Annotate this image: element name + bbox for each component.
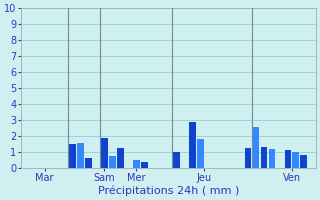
Bar — [284, 150, 291, 168]
Bar — [244, 148, 252, 168]
Bar — [173, 152, 180, 168]
X-axis label: Précipitations 24h ( mm ): Précipitations 24h ( mm ) — [98, 185, 239, 196]
Bar — [300, 155, 307, 168]
Bar — [85, 158, 92, 168]
Bar — [109, 156, 116, 168]
Bar — [292, 152, 299, 168]
Bar — [141, 162, 148, 168]
Bar — [69, 144, 76, 168]
Bar — [77, 143, 84, 168]
Bar — [252, 127, 260, 168]
Bar — [133, 160, 140, 168]
Bar — [101, 138, 108, 168]
Bar — [268, 149, 275, 168]
Bar — [260, 147, 267, 168]
Bar — [197, 139, 204, 168]
Bar — [117, 148, 124, 168]
Bar — [189, 122, 196, 168]
